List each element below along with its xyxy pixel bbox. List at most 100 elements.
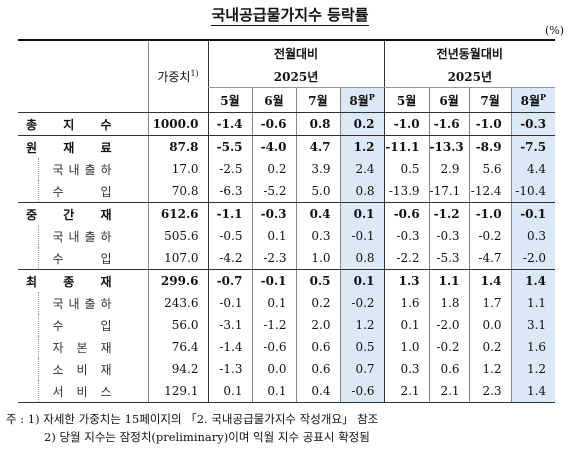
header-month: 6월 <box>251 87 296 113</box>
cell-weight: 299.6 <box>147 269 208 292</box>
header-month-prelim: 8월P <box>339 87 385 113</box>
header-month: 7월 <box>468 87 512 113</box>
cell-mom: -5.2 <box>251 180 296 203</box>
cell-yoy: -2.2 <box>383 247 430 270</box>
cell-weight: 1000.0 <box>147 112 208 136</box>
cell-mom: 0.2 <box>295 292 340 314</box>
cell-yoy: 0.0 <box>468 314 512 336</box>
footnote-2: 2) 당월 지수는 잠정치(preliminary)이며 익월 지수 공표시 확… <box>44 430 370 444</box>
table-row: 국 내 출 하 17.0 -2.5 0.2 3.9 2.4 0.5 2.9 5.6 4.4 <box>18 158 556 180</box>
cell-mom: -0.1 <box>251 269 296 292</box>
cell-yoy: 2.1 <box>428 380 470 403</box>
row-indent <box>18 314 38 336</box>
row-indent <box>18 380 38 403</box>
cell-mom: -1.4 <box>207 112 252 136</box>
cell-yoy: -1.0 <box>468 202 512 225</box>
cell-yoy: 2.3 <box>468 380 512 403</box>
cell-mom: 0.4 <box>295 380 340 403</box>
header-blank <box>18 39 148 113</box>
cell-yoy: -1.2 <box>428 202 470 225</box>
cell-weight: 17.0 <box>147 158 208 180</box>
cell-mom: 0.5 <box>295 269 340 292</box>
cell-yoy: 1.7 <box>468 292 512 314</box>
cell-yoy: 0.2 <box>468 336 512 358</box>
header-weight: 가중치1) <box>147 39 208 113</box>
cell-mom: -3.1 <box>207 314 252 336</box>
cell-mom: -0.7 <box>207 269 252 292</box>
cell-mom: -1.3 <box>207 358 252 380</box>
cell-yoy: -1.6 <box>428 112 470 136</box>
cell-mom: -6.3 <box>207 180 252 203</box>
cell-yoy: 2.1 <box>383 380 430 403</box>
header-yoy: 전년동월대비 <box>383 39 556 65</box>
row-label: 국 내 출 하 <box>37 158 148 180</box>
cell-mom: 0.8 <box>339 180 385 203</box>
cell-weight: 87.8 <box>147 135 208 158</box>
cell-weight: 70.8 <box>147 180 208 203</box>
cell-yoy: 1.2 <box>468 358 512 380</box>
cell-mom: -0.6 <box>339 380 385 403</box>
cell-mom: -4.2 <box>207 247 252 270</box>
cell-mom: -2.3 <box>251 247 296 270</box>
cell-mom: 0.1 <box>251 225 296 247</box>
cell-yoy: -12.4 <box>468 180 512 203</box>
cell-yoy: -8.9 <box>468 135 512 158</box>
cell-yoy: -0.3 <box>510 112 556 136</box>
cell-yoy: 4.4 <box>510 158 556 180</box>
page-title: 국내공급물가지수 등락률 <box>211 6 369 26</box>
footnote-1: 1) 자세한 가중치는 15페이지의 「2. 국내공급물가지수 작성개요」 참조 <box>27 412 379 426</box>
cell-yoy: 0.6 <box>428 358 470 380</box>
footnotes: 주 : 1) 자세한 가중치는 15페이지의 「2. 국내공급물가지수 작성개요… <box>6 412 379 444</box>
row-label: 중 간 재 <box>26 207 112 222</box>
header-month-prelim: 8월P <box>510 87 556 113</box>
cell-yoy: 2.9 <box>428 158 470 180</box>
cell-mom: 0.8 <box>339 247 385 270</box>
cell-mom: 2.4 <box>339 158 385 180</box>
cell-mom: -0.3 <box>251 202 296 225</box>
cell-yoy: -0.2 <box>428 336 470 358</box>
cell-mom: 0.2 <box>339 112 385 136</box>
table-row: 원 재 료 87.8 -5.5 -4.0 4.7 1.2 -11.1 -13.3 -8.9 -7.… <box>18 135 556 158</box>
cell-weight: 76.4 <box>147 336 208 358</box>
index-table: 가중치1) 전월대비 전년동월대비 2025년 2025년 5월 6월 7월 8… <box>18 39 556 403</box>
cell-mom: 0.8 <box>295 112 340 136</box>
row-indent <box>18 247 38 270</box>
row-label: 자 본 재 <box>37 336 148 358</box>
cell-mom: 5.0 <box>295 180 340 203</box>
table-row: 자 본 재 76.4 -1.4 -0.6 0.6 0.5 1.0 -0.2 0.2 1.6 <box>18 336 556 358</box>
cell-mom: 1.2 <box>339 314 385 336</box>
cell-mom: 0.1 <box>339 269 385 292</box>
cell-yoy: 3.1 <box>510 314 556 336</box>
cell-mom: 4.7 <box>295 135 340 158</box>
row-label: 국 내 출 하 <box>37 292 148 314</box>
cell-yoy: -13.9 <box>383 180 430 203</box>
cell-yoy: -1.0 <box>468 112 512 136</box>
cell-yoy: 1.4 <box>510 269 556 292</box>
cell-mom: 1.2 <box>339 135 385 158</box>
cell-mom: 0.5 <box>339 336 385 358</box>
cell-weight: 107.0 <box>147 247 208 270</box>
cell-yoy: 1.0 <box>383 336 430 358</box>
cell-yoy: -0.3 <box>428 225 470 247</box>
cell-mom: 0.7 <box>339 358 385 380</box>
row-label: 소 비 재 <box>37 358 148 380</box>
cell-yoy: 0.3 <box>383 358 430 380</box>
table-row: 중 간 재 612.6 -1.1 -0.3 0.4 0.1 -0.6 -1.2 -1.0 -0.1 <box>18 202 556 225</box>
cell-mom: 0.6 <box>295 358 340 380</box>
cell-mom: 0.0 <box>251 358 296 380</box>
cell-yoy: 1.6 <box>510 336 556 358</box>
row-indent <box>18 358 38 380</box>
header-month: 6월 <box>428 87 470 113</box>
row-label: 최 종 재 <box>26 274 112 289</box>
row-label: 국 내 출 하 <box>37 225 148 247</box>
row-label: 수 입 <box>37 180 148 203</box>
cell-mom: -1.2 <box>251 314 296 336</box>
cell-mom: 3.9 <box>295 158 340 180</box>
table-row: 최 종 재 299.6 -0.7 -0.1 0.5 0.1 1.3 1.1 1.4 1.4 <box>18 269 556 292</box>
cell-mom: 0.3 <box>295 225 340 247</box>
cell-mom: -0.1 <box>339 225 385 247</box>
header-month: 7월 <box>295 87 340 113</box>
row-indent <box>18 292 38 314</box>
cell-yoy: 1.4 <box>468 269 512 292</box>
cell-mom: 0.4 <box>295 202 340 225</box>
